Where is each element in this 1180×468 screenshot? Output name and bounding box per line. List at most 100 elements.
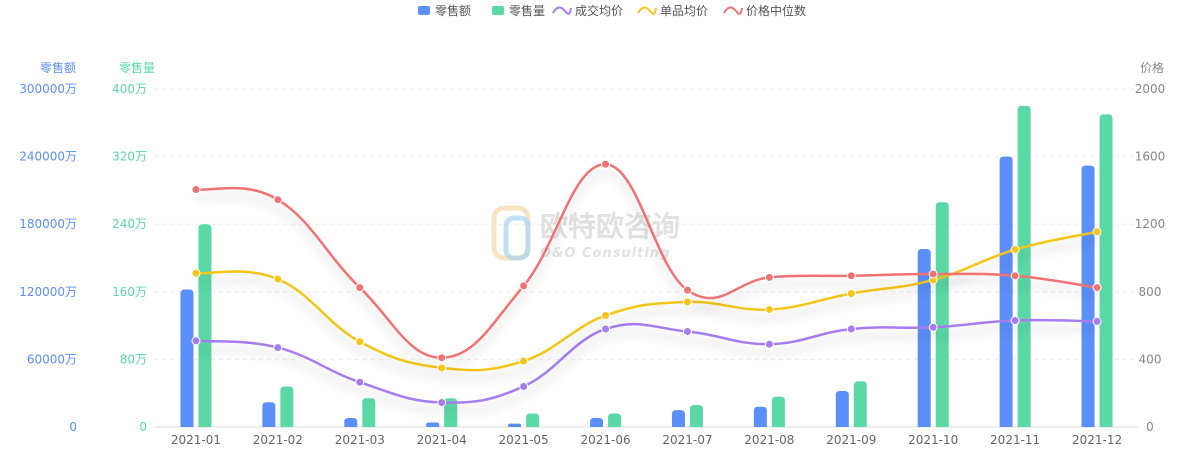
left1-tick-label: 300000万: [19, 82, 77, 96]
x-tick-label: 2021-04: [417, 433, 467, 447]
legend-label: 零售量: [509, 3, 545, 18]
bar-retail-sales: [344, 417, 358, 427]
bar-retail-sales: [835, 390, 849, 427]
left1-axis-title: 零售额: [40, 60, 76, 75]
data-point: [846, 271, 856, 281]
legend-label: 成交均价: [575, 3, 623, 18]
data-point: [437, 353, 447, 363]
left1-tick-label: 120000万: [19, 285, 77, 299]
right-tick-label: 400: [1139, 352, 1162, 366]
right-tick-label: 0: [1146, 420, 1154, 434]
left1-tick-label: 0: [69, 420, 77, 434]
data-point: [355, 337, 365, 347]
legend: 零售额 零售量 成交均价 单品均价 价格中位数: [418, 3, 806, 18]
bar-retail-volume: [853, 381, 867, 427]
left2-tick-label: 240万: [112, 217, 147, 231]
bar-retail-sales: [180, 289, 194, 427]
x-tick-label: 2021-05: [499, 433, 549, 447]
bar-retail-volume: [444, 398, 458, 427]
legend-swatch-bar: [418, 6, 430, 15]
data-point: [437, 397, 447, 407]
bar-retail-volume: [362, 398, 376, 427]
x-tick-label: 2021-11: [990, 433, 1040, 447]
left1-tick-label: 240000万: [19, 150, 77, 164]
avg-deal-price-line: [195, 318, 1098, 404]
bar-retail-sales: [753, 406, 767, 427]
lines: [195, 162, 1098, 404]
right-tick-label: 800: [1139, 285, 1162, 299]
data-point: [764, 305, 774, 315]
bar-retail-volume: [1017, 105, 1031, 428]
x-tick-label: 2021-02: [253, 433, 303, 447]
data-point: [928, 322, 938, 332]
bar-retail-sales: [508, 423, 522, 427]
data-point: [273, 195, 283, 205]
x-tick-label: 2021-01: [171, 433, 221, 447]
data-point: [601, 310, 611, 320]
bar-retail-sales: [1081, 165, 1095, 427]
data-point: [1092, 283, 1102, 293]
right-tick-label: 1200: [1135, 217, 1166, 231]
bar-retail-sales: [590, 417, 604, 427]
x-tick-label: 2021-06: [580, 433, 630, 447]
data-point: [273, 274, 283, 284]
data-point: [191, 336, 201, 346]
bar-retail-volume: [608, 413, 622, 427]
data-point: [682, 297, 692, 307]
legend-swatch-line: [637, 6, 657, 15]
data-point: [273, 343, 283, 353]
bar-retail-sales: [671, 410, 685, 427]
data-point: [1092, 227, 1102, 237]
left2-tick-label: 320万: [112, 150, 147, 164]
bar-retail-volume: [526, 413, 540, 427]
data-point: [355, 283, 365, 293]
data-point: [191, 185, 201, 195]
y-axis-ticks: 0 60000万 120000万 180000万 240000万 300000万 0 80万 1…: [19, 82, 1165, 434]
data-point: [519, 281, 529, 291]
x-tick-label: 2021-10: [908, 433, 958, 447]
data-point: [601, 324, 611, 334]
left2-tick-label: 400万: [112, 82, 147, 96]
left2-tick-label: 80万: [120, 352, 147, 366]
x-tick-label: 2021-12: [1072, 433, 1122, 447]
data-point: [519, 356, 529, 366]
left1-tick-label: 180000万: [19, 217, 77, 231]
left2-tick-label: 160万: [112, 285, 147, 299]
bar-retail-sales: [999, 156, 1013, 427]
legend-swatch-line: [723, 6, 743, 15]
data-point: [846, 324, 856, 334]
data-point: [519, 381, 529, 391]
watermark-logo-inner-icon: [503, 215, 531, 261]
data-point: [764, 272, 774, 282]
data-point: [846, 288, 856, 298]
left2-tick-label: 0: [139, 420, 147, 434]
data-point: [355, 377, 365, 387]
data-point: [1010, 271, 1020, 281]
bar-retail-volume: [280, 386, 294, 427]
data-point: [682, 285, 692, 295]
left1-tick-label: 60000万: [27, 352, 77, 366]
data-point: [437, 363, 447, 373]
x-axis-ticks: 2021-01 2021-02 2021-03 2021-04 2021-05 2021-…: [171, 433, 1122, 447]
bar-retail-volume: [935, 202, 949, 427]
x-tick-label: 2021-08: [744, 433, 794, 447]
bar-retail-volume: [689, 405, 703, 427]
data-point: [764, 339, 774, 349]
legend-label: 单品均价: [660, 4, 708, 18]
legend-swatch-bar: [492, 6, 504, 15]
bar-retail-sales: [262, 402, 276, 427]
bar-retail-volume: [1099, 114, 1113, 427]
legend-label: 零售额: [435, 3, 471, 18]
gridlines: [155, 88, 1138, 428]
left2-axis-title: 零售量: [119, 60, 155, 75]
bar-retail-volume: [771, 396, 785, 427]
avg-item-price-line: [195, 230, 1098, 372]
data-point: [1010, 245, 1020, 255]
data-point: [601, 159, 611, 169]
legend-swatch-line: [552, 6, 572, 15]
right-axis-title: 价格: [1140, 60, 1164, 75]
legend-label: 价格中位数: [746, 3, 806, 18]
x-tick-label: 2021-03: [335, 433, 385, 447]
right-tick-label: 2000: [1135, 82, 1166, 96]
bar-retail-volume: [198, 224, 212, 427]
